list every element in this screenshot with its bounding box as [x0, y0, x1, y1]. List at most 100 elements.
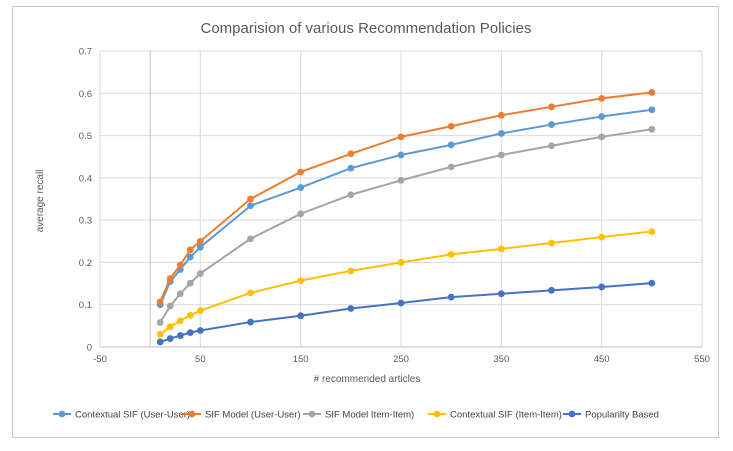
legend-item-3: SIF Model Item-Item) — [303, 410, 414, 421]
data-point — [548, 121, 555, 128]
data-point — [497, 130, 505, 137]
data-point — [397, 176, 405, 184]
data-point — [176, 332, 184, 339]
data-point — [497, 151, 505, 159]
y-axis-label: average recall — [35, 170, 46, 233]
data-point — [347, 191, 355, 199]
legend-swatch-marker — [308, 410, 316, 418]
series-5 — [156, 279, 656, 346]
data-point — [548, 239, 555, 247]
data-point — [186, 279, 194, 287]
data-point — [548, 103, 555, 111]
series-line — [159, 91, 652, 303]
data-point — [247, 235, 254, 243]
data-point — [196, 243, 204, 251]
data-point — [397, 259, 405, 266]
data-point — [447, 141, 455, 149]
data-point — [598, 113, 606, 120]
data-point — [297, 168, 305, 176]
data-point — [397, 151, 405, 159]
data-point — [166, 275, 174, 282]
legend: Contextual SIF (User-User) SIF Model (Use… — [53, 410, 659, 421]
data-point — [397, 133, 405, 141]
series-line — [159, 230, 652, 336]
data-point — [497, 245, 505, 253]
chart-title: Comparision of various Recommendation Po… — [201, 20, 532, 37]
series-lines — [156, 89, 656, 346]
data-point — [648, 89, 656, 96]
data-point — [297, 277, 305, 285]
y-tick-label: 0.6 — [79, 89, 92, 100]
data-point — [247, 195, 254, 203]
legend-swatch-marker — [188, 410, 196, 418]
data-point — [156, 298, 164, 306]
data-point — [648, 106, 656, 114]
series-2 — [156, 89, 656, 306]
data-point — [156, 330, 164, 338]
x-tick-label: 350 — [493, 354, 509, 365]
data-point — [397, 299, 405, 307]
series-4 — [156, 228, 656, 338]
data-point — [347, 305, 355, 312]
data-point — [347, 267, 355, 275]
data-point — [598, 133, 606, 141]
series-line — [159, 128, 652, 323]
data-point — [548, 142, 555, 150]
data-point — [648, 279, 656, 287]
legend-item-4: Contextual SIF (Item-Item) — [428, 410, 562, 421]
data-point — [347, 164, 355, 172]
x-tick-label: 50 — [195, 354, 206, 365]
line-chart: Comparision of various Recommendation Po… — [35, 20, 710, 421]
data-point — [247, 202, 254, 210]
data-point — [297, 312, 305, 320]
series-3 — [156, 125, 656, 326]
data-point — [447, 122, 455, 130]
x-tick-label: 250 — [393, 354, 409, 365]
legend-swatch-marker — [568, 410, 576, 418]
data-point — [156, 319, 164, 326]
y-tick-label: 0 — [87, 343, 92, 354]
legend-label: Popularilty Based — [585, 410, 659, 421]
series-1 — [156, 106, 656, 309]
data-point — [196, 270, 204, 277]
data-point — [247, 318, 254, 326]
data-point — [447, 250, 455, 258]
series-line — [159, 282, 652, 343]
legend-label: Contextual SIF (User-User) — [75, 410, 190, 421]
x-axis-label: # recommended articles — [314, 374, 421, 385]
data-point — [247, 289, 254, 297]
data-point — [598, 94, 606, 102]
data-point — [497, 111, 505, 119]
data-point — [497, 290, 505, 298]
data-point — [176, 290, 184, 298]
y-tick-label: 0.5 — [79, 131, 92, 142]
legend-label: Contextual SIF (Item-Item) — [450, 410, 562, 421]
x-tick-label: 550 — [694, 354, 710, 365]
y-tick-label: 0.7 — [79, 47, 92, 58]
data-point — [186, 311, 194, 319]
data-point — [447, 163, 455, 171]
data-point — [598, 233, 606, 241]
data-point — [347, 150, 355, 158]
data-point — [166, 335, 174, 342]
x-tick-label: -50 — [93, 354, 107, 365]
data-point — [186, 246, 194, 254]
data-point — [548, 286, 555, 294]
data-point — [166, 302, 174, 310]
legend-label: SIF Model (User-User) — [205, 410, 301, 421]
data-point — [156, 338, 164, 346]
legend-item-2: SIF Model (User-User) — [183, 410, 301, 421]
data-point — [196, 327, 204, 334]
y-tick-label: 0.1 — [79, 300, 92, 311]
data-point — [447, 293, 455, 301]
y-tick-label: 0.3 — [79, 216, 92, 227]
data-point — [297, 210, 305, 218]
legend-item-5: Popularilty Based — [563, 410, 659, 421]
legend-label: SIF Model Item-Item) — [325, 410, 414, 421]
x-tick-label: 450 — [594, 354, 610, 365]
data-point — [648, 125, 656, 133]
legend-item-1: Contextual SIF (User-User) — [53, 410, 190, 421]
legend-swatch-marker — [58, 410, 66, 418]
y-tick-label: 0.4 — [79, 173, 92, 184]
data-point — [166, 323, 174, 331]
